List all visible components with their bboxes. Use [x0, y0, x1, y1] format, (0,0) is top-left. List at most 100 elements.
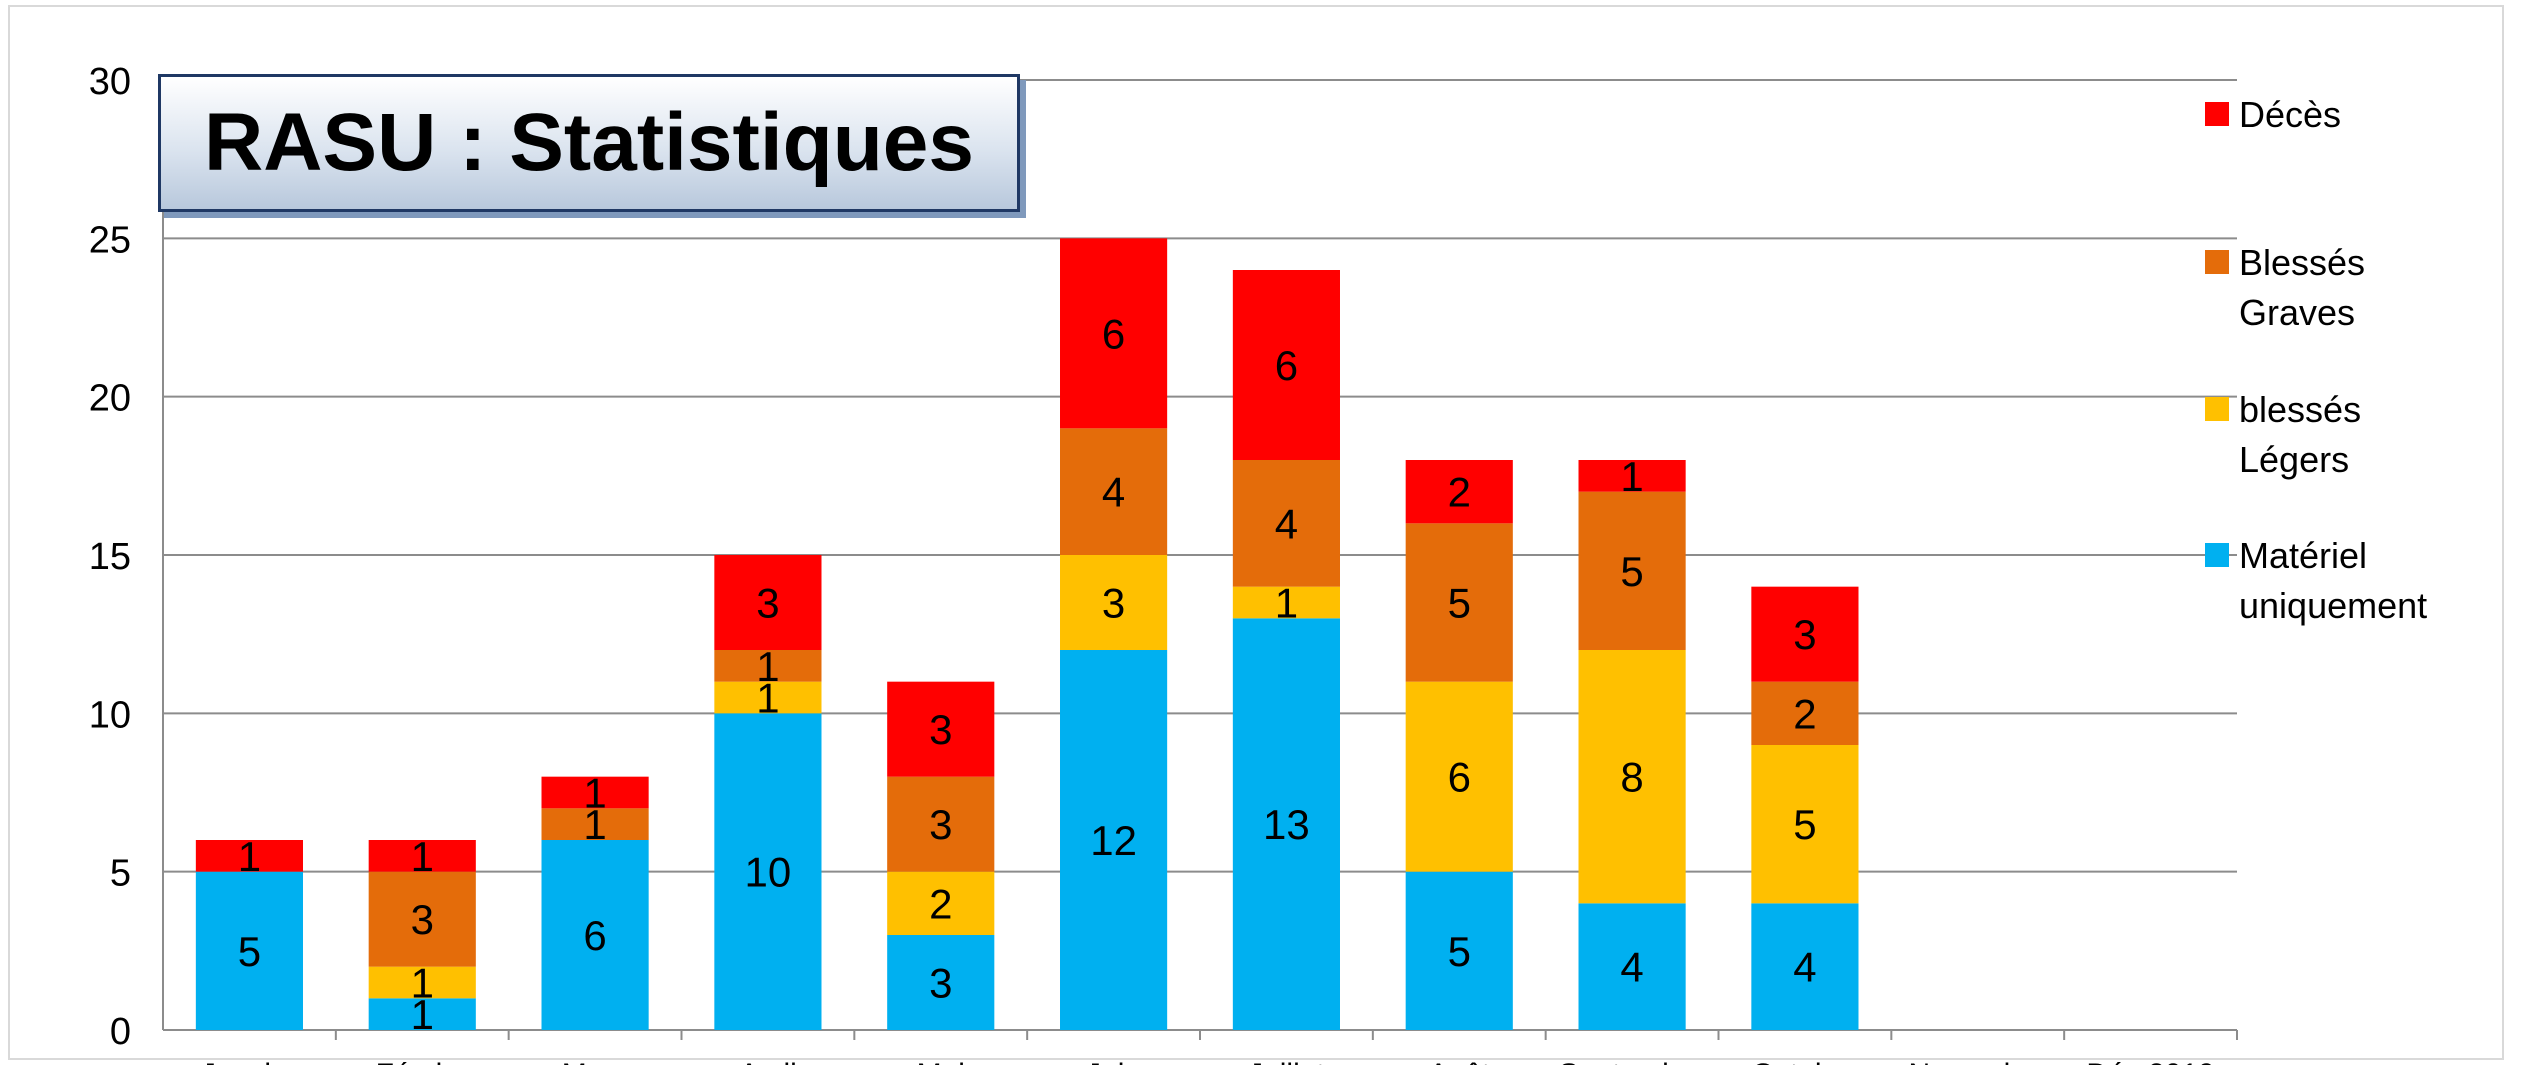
- data-label: 5: [1448, 580, 1471, 627]
- bar-segment: [1232, 460, 1340, 587]
- bar-segment: [1060, 555, 1168, 650]
- y-tick-label: 0: [110, 1011, 131, 1053]
- bar-segment: [1751, 681, 1859, 745]
- bar-segment: [887, 681, 995, 777]
- bar-segment: [887, 935, 995, 1030]
- data-label: 6: [583, 912, 606, 959]
- data-label: 1: [238, 833, 261, 880]
- data-label: 3: [411, 896, 434, 943]
- legend-label-materiel: Matériel uniquement: [2239, 535, 2428, 626]
- bar-segment: [541, 840, 649, 1030]
- x-tick-label: Mai: [917, 1058, 965, 1065]
- data-label: 1: [411, 833, 434, 880]
- bar-segment: [1232, 270, 1340, 460]
- y-tick-label: 5: [110, 853, 131, 895]
- bar-segment: [1060, 650, 1168, 1030]
- y-tick-label: 20: [89, 378, 131, 420]
- bar-segment: [1578, 650, 1686, 904]
- y-tick-label: 30: [89, 61, 131, 103]
- data-label: 4: [1102, 469, 1125, 516]
- data-label: 3: [929, 801, 952, 848]
- data-label: 12: [1090, 817, 1137, 864]
- bar-segment: [1405, 871, 1513, 1030]
- data-label: 5: [1793, 801, 1816, 848]
- data-label: 1: [756, 675, 779, 722]
- legend-label-blesses-graves: Blessés Graves: [2239, 242, 2366, 333]
- data-label: 1: [756, 643, 779, 690]
- x-tick-label: Janvier: [201, 1058, 298, 1065]
- data-label: 1: [583, 801, 606, 848]
- bar-segment: [1232, 618, 1340, 1030]
- x-tick-label: Mars: [562, 1058, 629, 1065]
- x-tick-label: Juillet: [1248, 1058, 1325, 1065]
- bar-segment: [1751, 745, 1859, 904]
- bar-segment: [368, 998, 476, 1030]
- x-tick-label: Février: [376, 1058, 469, 1065]
- bar-segment: [368, 871, 476, 967]
- data-label: 5: [238, 928, 261, 975]
- legend-item-deces: Décès: [2205, 90, 2469, 140]
- bar-segment: [714, 681, 822, 714]
- data-label: 3: [756, 580, 779, 627]
- x-tick-label: Avril: [739, 1058, 797, 1065]
- legend-swatch-deces: [2205, 102, 2229, 126]
- legend-swatch-blesses-graves: [2205, 250, 2229, 274]
- y-tick-label: 25: [89, 219, 131, 261]
- data-label: 8: [1620, 754, 1643, 801]
- bar-segment: [1060, 428, 1168, 555]
- data-label: 1: [1275, 580, 1298, 627]
- data-label: 1: [583, 770, 606, 817]
- data-label: 2: [1448, 469, 1471, 516]
- bar-segment: [195, 871, 303, 1030]
- data-label: 13: [1263, 801, 1310, 848]
- x-tick-label: Août: [1428, 1058, 1490, 1065]
- data-label: 3: [929, 706, 952, 753]
- bar-segment: [1232, 586, 1340, 619]
- bar-segment: [1578, 903, 1686, 1030]
- legend-label-deces: Décès: [2239, 94, 2342, 135]
- bar-segment: [368, 966, 476, 999]
- bar-segment: [1405, 460, 1513, 524]
- bar-segment: [887, 871, 995, 935]
- data-label: 4: [1275, 500, 1298, 547]
- data-label: 3: [929, 960, 952, 1007]
- bar-segment: [1060, 238, 1168, 429]
- bar-segment: [887, 776, 995, 872]
- x-tick-label: Septembre: [1559, 1058, 1706, 1065]
- data-label: 3: [1102, 580, 1125, 627]
- data-label: 1: [411, 960, 434, 1007]
- data-label: 6: [1102, 310, 1125, 357]
- bar-segment: [541, 808, 649, 840]
- chart-title-box: RASU : Statistiques: [158, 74, 1020, 212]
- bar-segment: [1405, 681, 1513, 872]
- bar-segment: [1405, 523, 1513, 682]
- data-label: 6: [1448, 754, 1471, 801]
- bar-segment: [541, 776, 649, 809]
- data-label: 2: [1793, 690, 1816, 737]
- x-tick-label: Juin: [1086, 1058, 1141, 1065]
- x-tick-label: Déc 2019: [2086, 1058, 2214, 1065]
- legend-item-materiel: Matériel uniquement: [2205, 531, 2469, 631]
- bar-segment: [714, 555, 822, 650]
- legend-swatch-materiel: [2205, 543, 2229, 567]
- y-tick-label: 15: [89, 536, 131, 578]
- data-label: 4: [1793, 944, 1816, 991]
- legend-item-blesses-legers: blessés Légers: [2205, 385, 2469, 485]
- data-label: 5: [1620, 548, 1643, 595]
- bar-segment: [714, 650, 822, 682]
- bar-segment: [1578, 460, 1686, 492]
- y-tick-label: 10: [89, 694, 131, 736]
- data-label: 2: [929, 880, 952, 927]
- x-tick-label: Octobre: [1752, 1058, 1859, 1065]
- legend-swatch-blesses-legers: [2205, 397, 2229, 421]
- data-label: 5: [1448, 928, 1471, 975]
- bar-segment: [714, 713, 822, 1030]
- bar-segment: [1578, 491, 1686, 650]
- data-label: 4: [1620, 944, 1643, 991]
- legend-item-blesses-graves: Blessés Graves: [2205, 238, 2469, 338]
- data-label: 1: [1620, 453, 1643, 500]
- x-tick-label: Novembre: [1909, 1058, 2047, 1065]
- legend-label-blesses-legers: blessés Légers: [2239, 389, 2362, 480]
- bar-segment: [195, 840, 303, 872]
